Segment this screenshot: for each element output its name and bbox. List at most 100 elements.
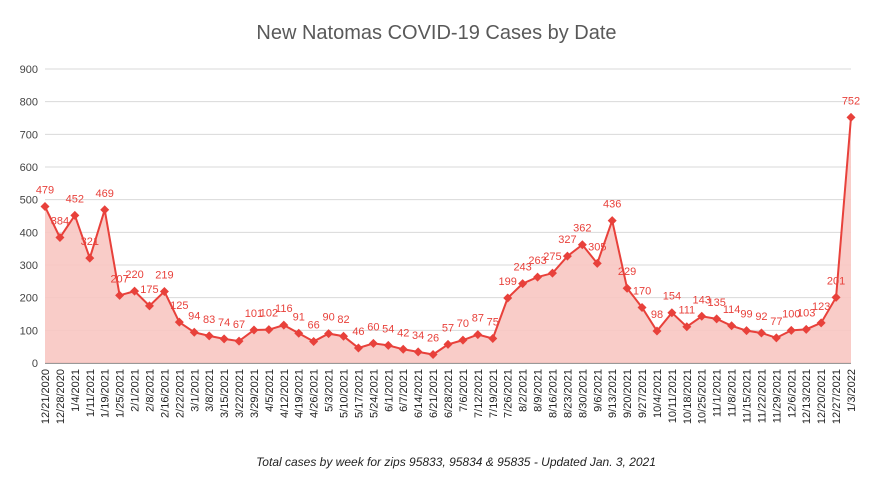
x-tick-label: 2/22/2021 bbox=[174, 369, 186, 418]
x-tick-label: 3/1/2021 bbox=[189, 369, 201, 412]
data-point bbox=[547, 268, 557, 278]
x-tick-label: 7/26/2021 bbox=[503, 369, 515, 418]
data-label: 275 bbox=[543, 251, 561, 263]
data-point bbox=[339, 331, 349, 341]
data-point bbox=[398, 344, 408, 354]
data-point bbox=[204, 331, 214, 341]
x-tick-label: 2/16/2021 bbox=[159, 369, 171, 418]
data-point bbox=[756, 328, 766, 338]
x-tick-label: 4/19/2021 bbox=[294, 369, 306, 418]
data-point bbox=[324, 329, 334, 339]
data-point bbox=[503, 293, 513, 303]
y-tick-label: 400 bbox=[20, 227, 38, 239]
data-label: 469 bbox=[96, 188, 114, 200]
data-label: 92 bbox=[755, 311, 767, 323]
data-label: 70 bbox=[457, 318, 469, 330]
data-label: 219 bbox=[155, 269, 173, 281]
data-label: 98 bbox=[651, 309, 663, 321]
x-tick-label: 3/22/2021 bbox=[234, 369, 246, 418]
y-tick-label: 900 bbox=[20, 64, 38, 76]
data-label: 125 bbox=[170, 300, 188, 312]
data-point bbox=[383, 340, 393, 350]
data-point bbox=[413, 347, 423, 357]
data-label: 199 bbox=[499, 276, 517, 288]
data-point bbox=[577, 240, 587, 250]
y-tick-label: 700 bbox=[20, 129, 38, 141]
data-point bbox=[473, 330, 483, 340]
x-tick-label: 3/29/2021 bbox=[249, 369, 261, 418]
x-tick-label: 8/2/2021 bbox=[518, 369, 530, 412]
y-tick-label: 500 bbox=[20, 195, 38, 207]
x-tick-label: 12/28/2020 bbox=[55, 369, 67, 424]
x-tick-label: 9/20/2021 bbox=[622, 369, 634, 418]
x-tick-label: 11/1/2021 bbox=[712, 369, 724, 417]
x-axis-ticks: 12/21/2020 12/28/2020 1/4/2021 1/11/2021 1/1… bbox=[40, 369, 858, 424]
data-label: 102 bbox=[260, 308, 278, 320]
x-tick-label: 4/26/2021 bbox=[309, 369, 321, 418]
data-point bbox=[189, 327, 199, 337]
data-label: 436 bbox=[603, 199, 621, 211]
x-tick-label: 12/21/2020 bbox=[40, 369, 52, 424]
x-tick-label: 6/14/2021 bbox=[413, 369, 425, 418]
data-point bbox=[85, 253, 95, 263]
x-tick-label: 1/3/2022 bbox=[846, 369, 858, 412]
x-tick-label: 10/11/2021 bbox=[667, 369, 679, 423]
data-label: 362 bbox=[573, 223, 591, 235]
x-tick-label: 8/9/2021 bbox=[533, 369, 545, 412]
x-tick-label: 7/19/2021 bbox=[488, 369, 500, 418]
x-tick-label: 10/25/2021 bbox=[697, 369, 709, 424]
data-point bbox=[279, 320, 289, 330]
data-label: 66 bbox=[308, 319, 320, 331]
data-label: 123 bbox=[812, 301, 830, 313]
x-tick-label: 12/6/2021 bbox=[786, 369, 798, 418]
x-tick-label: 1/25/2021 bbox=[115, 369, 127, 418]
x-tick-label: 6/21/2021 bbox=[428, 369, 440, 418]
y-tick-label: 800 bbox=[20, 97, 38, 109]
x-tick-label: 11/29/2021 bbox=[771, 369, 783, 423]
data-point bbox=[130, 286, 140, 296]
data-point bbox=[159, 286, 169, 296]
x-tick-label: 3/8/2021 bbox=[204, 369, 216, 412]
data-label: 60 bbox=[367, 321, 379, 333]
data-point bbox=[443, 339, 453, 349]
data-point bbox=[428, 350, 438, 360]
data-point bbox=[622, 283, 632, 293]
data-label: 321 bbox=[81, 236, 99, 248]
data-point bbox=[801, 324, 811, 334]
data-point bbox=[368, 338, 378, 348]
data-label: 479 bbox=[36, 185, 54, 197]
data-point bbox=[712, 314, 722, 324]
data-point bbox=[309, 336, 319, 346]
data-label: 34 bbox=[412, 330, 424, 342]
data-point bbox=[682, 322, 692, 332]
data-point bbox=[264, 325, 274, 335]
x-tick-label: 2/8/2021 bbox=[144, 369, 156, 412]
data-label: 327 bbox=[558, 234, 576, 246]
y-tick-label: 300 bbox=[20, 260, 38, 272]
data-point bbox=[70, 210, 80, 220]
chart-subtitle: Total cases by week for zips 95833, 9583… bbox=[256, 455, 656, 469]
data-point bbox=[831, 292, 841, 302]
x-tick-label: 6/28/2021 bbox=[443, 369, 455, 418]
x-tick-label: 7/12/2021 bbox=[473, 369, 485, 418]
data-label: 90 bbox=[322, 312, 334, 324]
data-label: 75 bbox=[487, 317, 499, 329]
data-label: 201 bbox=[827, 275, 845, 287]
x-tick-label: 11/15/2021 bbox=[742, 369, 754, 423]
data-point bbox=[592, 258, 602, 268]
data-point bbox=[742, 326, 752, 336]
data-point bbox=[40, 202, 50, 212]
data-point bbox=[518, 279, 528, 289]
data-point bbox=[55, 233, 65, 243]
x-tick-label: 6/1/2021 bbox=[383, 369, 395, 412]
data-point bbox=[786, 325, 796, 335]
data-label: 82 bbox=[337, 314, 349, 326]
data-point bbox=[219, 334, 229, 344]
data-label: 57 bbox=[442, 322, 454, 334]
data-label: 46 bbox=[352, 326, 364, 338]
data-point bbox=[115, 290, 125, 300]
data-label: 91 bbox=[293, 311, 305, 323]
data-point bbox=[144, 301, 154, 311]
x-tick-label: 5/3/2021 bbox=[324, 369, 336, 412]
